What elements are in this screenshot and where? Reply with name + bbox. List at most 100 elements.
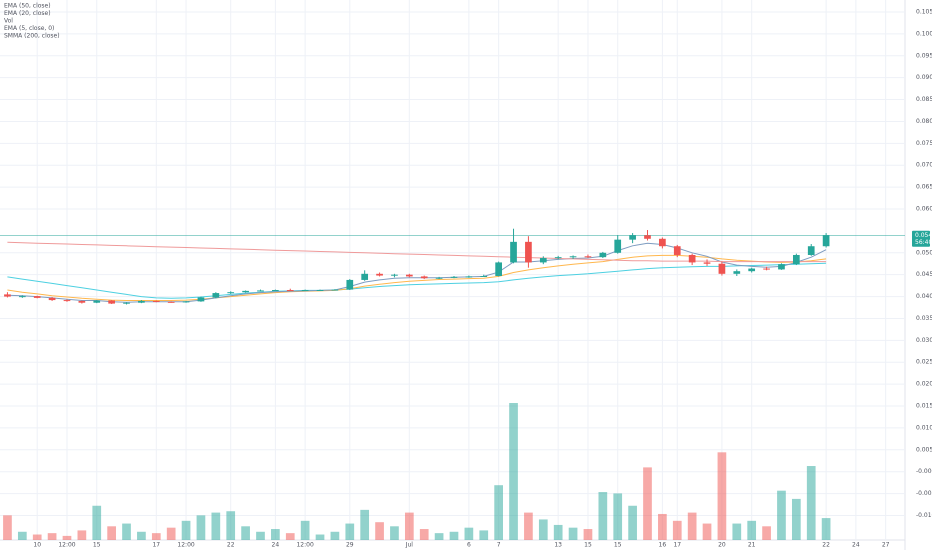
volume-bar [390, 526, 399, 540]
y-tick-label: 0.035 [916, 315, 932, 322]
candle-body [465, 276, 473, 278]
candle-body [510, 241, 517, 263]
candle-body [644, 235, 651, 239]
last-price-label: 0.054 [915, 232, 932, 239]
candle-body [197, 297, 205, 302]
x-tick-label: 21 [748, 542, 756, 549]
y-tick-label: 0.030 [916, 337, 932, 344]
volume-bar [464, 527, 474, 540]
y-tick-label: 0.090 [916, 74, 932, 81]
volume-bar [166, 527, 176, 540]
candle-body [18, 296, 26, 298]
candle-body [807, 246, 815, 255]
candle-body [212, 293, 220, 298]
x-tick-label: 22 [822, 542, 830, 549]
volume-bar [509, 403, 518, 540]
candle-body [614, 239, 622, 253]
candle-body [822, 235, 830, 247]
candle-body [286, 290, 294, 292]
x-tick-label: 24 [852, 542, 860, 549]
volume-bar [553, 524, 563, 540]
x-tick-label: 24 [272, 542, 280, 549]
legend-entry: EMA (20, close) [4, 10, 51, 17]
candle-body [346, 279, 354, 290]
candle-body [331, 289, 339, 291]
volume-bar [122, 523, 131, 540]
candle-body [495, 262, 502, 276]
volume-bar [568, 527, 578, 540]
grid-layer [0, 0, 905, 540]
volume-bar [404, 512, 414, 540]
y-tick-label: -0.005 [916, 490, 932, 497]
candle-body [152, 300, 160, 302]
y-tick-label: 0.015 [916, 403, 932, 410]
x-tick-label: 6 [467, 542, 471, 549]
volume-bar [806, 466, 816, 540]
x-tick-label: 12:00 [177, 542, 194, 549]
volume-bar [271, 529, 280, 540]
candle-body [63, 300, 71, 302]
candle-body [688, 254, 696, 263]
legend-entry: Vol [4, 18, 13, 25]
candle-body [257, 290, 264, 292]
y-tick-label: 0.010 [916, 424, 932, 431]
candle-layer [4, 228, 830, 305]
candle-body [138, 300, 145, 303]
volume-bar [791, 498, 801, 540]
y-tick-label: 0.060 [916, 206, 932, 213]
candle-body [778, 264, 785, 270]
volume-bar [479, 530, 489, 540]
candle-body [539, 258, 547, 263]
x-tick-label: 7 [497, 542, 501, 549]
x-tick-label: 15 [584, 542, 592, 549]
x-tick-label: 17 [152, 542, 160, 549]
y-tick-label: 0.020 [916, 381, 932, 388]
candle-body [167, 301, 175, 303]
volume-bar [137, 531, 146, 540]
y-tick-label: 0.070 [916, 162, 932, 169]
volume-bar [285, 533, 295, 540]
volume-bar [583, 529, 593, 540]
candle-body [301, 290, 309, 292]
volume-bar [494, 485, 503, 540]
y-tick-label: 0.075 [916, 140, 932, 147]
y-tick-label: -0.010 [916, 512, 932, 519]
volume-bar [226, 511, 236, 540]
candle-body [227, 292, 235, 294]
candle-body [629, 235, 636, 240]
candle-body [569, 256, 577, 258]
x-tick-label: 16 [659, 542, 667, 549]
last-price-badge [912, 230, 930, 247]
volume-bar [360, 509, 370, 540]
y-tick-label: -0.000 [916, 468, 932, 475]
x-tick-label: 12:00 [58, 542, 75, 549]
volume-bar [717, 452, 727, 540]
candle-body [480, 275, 488, 277]
candle-body [4, 294, 11, 297]
x-tick-label: 13 [554, 542, 562, 549]
candle-body [763, 268, 770, 270]
y-tick-label: 0.080 [916, 118, 932, 125]
volume-bar [256, 531, 265, 540]
candle-body [748, 268, 756, 272]
volume-bar [643, 467, 652, 540]
candle-body [405, 274, 413, 277]
candle-body [599, 252, 607, 258]
volume-bar [77, 530, 87, 540]
volume-bar [196, 515, 206, 540]
candle-body [450, 276, 458, 278]
candle-body [316, 290, 324, 292]
candle-body [792, 254, 800, 265]
volume-bar [449, 531, 459, 540]
y-tick-label: 0.100 [916, 30, 932, 37]
volume-bar [613, 493, 623, 540]
candle-body [391, 274, 398, 276]
volume-bar [47, 533, 57, 540]
volume-bar [17, 531, 27, 540]
ma-line [7, 262, 827, 299]
y-tick-label: 0.025 [916, 359, 932, 366]
countdown: 56:40 [915, 239, 932, 246]
legend-entry: EMA (5, close, 0) [4, 25, 54, 32]
x-tick-label: 22 [227, 542, 235, 549]
